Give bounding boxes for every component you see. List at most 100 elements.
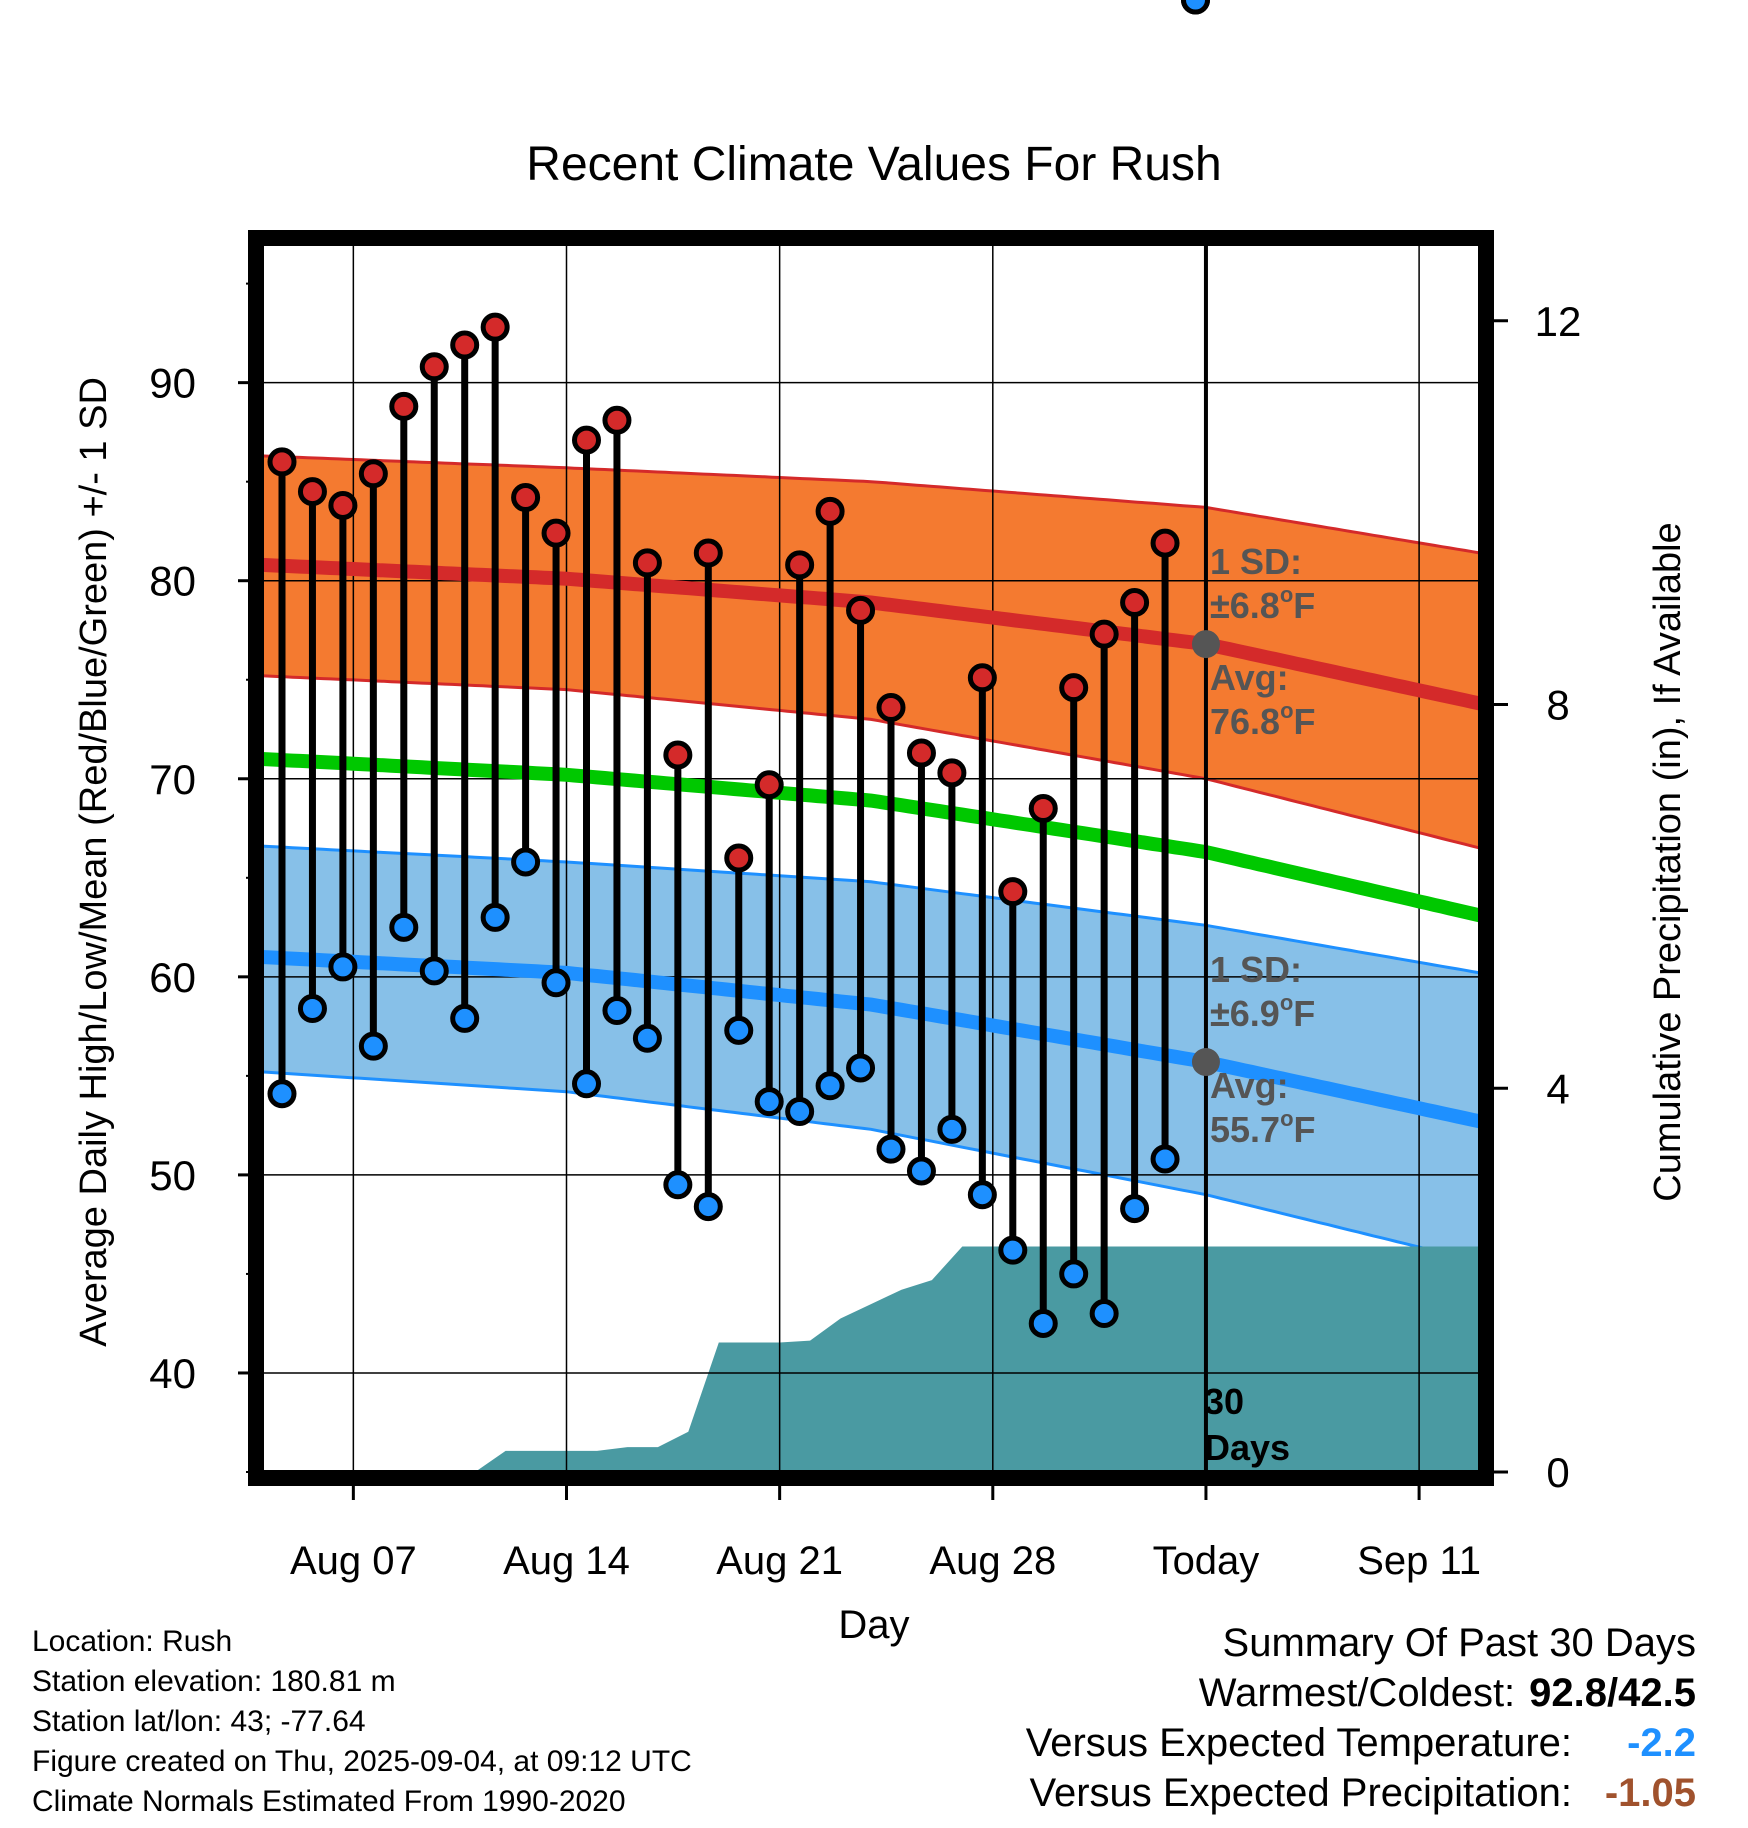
low-point bbox=[511, 847, 541, 877]
normals-text: Climate Normals Estimated From 1990-2020 bbox=[32, 1785, 626, 1818]
high-point bbox=[541, 518, 571, 548]
x-tick-label: Sep 11 bbox=[1357, 1539, 1481, 1583]
y-axis-label: Average Daily High/Low/Mean (Red/Blue/Gr… bbox=[73, 377, 115, 1347]
high-point bbox=[602, 405, 632, 435]
high-point bbox=[754, 770, 784, 800]
x-tick-label: Aug 07 bbox=[290, 1539, 417, 1583]
low-point bbox=[1059, 1259, 1089, 1289]
high-point bbox=[724, 843, 754, 873]
low-point bbox=[602, 996, 632, 1026]
x-tick-label: Aug 14 bbox=[503, 1539, 630, 1583]
low-point bbox=[1120, 1194, 1150, 1224]
high-point bbox=[693, 538, 723, 568]
low-point bbox=[419, 956, 449, 986]
y-tick-label: 50 bbox=[149, 1152, 196, 1199]
x-tick-label: Aug 21 bbox=[716, 1539, 843, 1583]
low-avg-label: Avg: bbox=[1210, 1065, 1289, 1106]
low-point bbox=[632, 1023, 662, 1053]
low-point bbox=[480, 902, 510, 932]
y2-axis-label: Cumulative Precipitation (in), If Availa… bbox=[1647, 522, 1689, 1201]
elevation-text: Station elevation: 180.81 m bbox=[32, 1665, 396, 1698]
warmest-label: Warmest/Coldest: bbox=[1198, 1671, 1516, 1715]
chart-title: Recent Climate Values For Rush bbox=[526, 138, 1221, 191]
high-point bbox=[328, 490, 358, 520]
high-avg-value: 76.8oF bbox=[1210, 698, 1316, 742]
summary-title: Summary Of Past 30 Days bbox=[1222, 1621, 1696, 1665]
low-annotation: 1 SD: ±6.9oF Avg: 55.7oF bbox=[1210, 949, 1316, 1150]
high-avg-marker bbox=[1191, 630, 1220, 659]
y-tick-label: 70 bbox=[149, 756, 196, 803]
high-point bbox=[815, 496, 845, 526]
low-point bbox=[846, 1053, 876, 1083]
temp-label: Versus Expected Temperature: bbox=[1025, 1721, 1572, 1765]
y-tick-label: 40 bbox=[149, 1350, 196, 1397]
low-point bbox=[328, 952, 358, 982]
low-point bbox=[1028, 1308, 1058, 1338]
low-avg-value: 55.7oF bbox=[1210, 1106, 1316, 1150]
created-text: Figure created on Thu, 2025-09-04, at 09… bbox=[32, 1745, 692, 1778]
precip-days-word: Days bbox=[1204, 1427, 1290, 1468]
warmest-value: 92.8/42.5 bbox=[1529, 1671, 1696, 1715]
low-point bbox=[906, 1156, 936, 1186]
high-point bbox=[389, 391, 419, 421]
high-sd-value: ±6.8oF bbox=[1210, 582, 1315, 626]
temp-value: -2.2 bbox=[1627, 1721, 1696, 1765]
y2-tick-label: 8 bbox=[1546, 682, 1569, 729]
high-point bbox=[1028, 793, 1058, 823]
y2-tick-label: 0 bbox=[1546, 1449, 1569, 1496]
high-point bbox=[1089, 619, 1119, 649]
axes: 40 50 60 70 80 90 0 4 8 12 Aug 07 Aug 14 Aug 21 Aug 2… bbox=[149, 282, 1582, 1583]
high-sd-band-fill bbox=[262, 455, 1480, 849]
summary-precip-row: Versus Expected Precipitation: -1.05 bbox=[1026, 1768, 1696, 1818]
precip-area bbox=[262, 1246, 1480, 1472]
high-sd-label: 1 SD: bbox=[1210, 541, 1302, 582]
low-point bbox=[754, 1087, 784, 1117]
low-sd-value: ±6.9oF bbox=[1210, 990, 1315, 1034]
observations bbox=[267, 0, 1210, 1338]
precip-value: -1.05 bbox=[1604, 1771, 1696, 1815]
summary-temp-row: Versus Expected Temperature: -2.2 bbox=[1026, 1718, 1696, 1768]
y2-tick-label: 4 bbox=[1546, 1065, 1569, 1112]
low-avg-marker bbox=[1191, 1048, 1220, 1077]
high-point bbox=[1120, 587, 1150, 617]
high-annotation: 1 SD: ±6.8oF Avg: 76.8oF bbox=[1210, 541, 1316, 742]
plot-frame bbox=[248, 230, 1494, 1486]
y-tick-label: 80 bbox=[149, 558, 196, 605]
high-point bbox=[1059, 673, 1089, 703]
low-point bbox=[663, 1170, 693, 1200]
latlon-text: Station lat/lon: 43; -77.64 bbox=[32, 1705, 366, 1738]
low-point bbox=[937, 1114, 967, 1144]
y-tick-label: 60 bbox=[149, 954, 196, 1001]
precip-area-group bbox=[262, 1246, 1480, 1472]
x-axis-label: Day bbox=[838, 1603, 909, 1647]
low-point bbox=[541, 968, 571, 998]
summary-panel: Summary Of Past 30 Days Warmest/Coldest:… bbox=[1026, 1618, 1696, 1818]
high-point bbox=[572, 425, 601, 455]
high-point bbox=[267, 447, 297, 477]
low-point bbox=[297, 994, 327, 1024]
high-point bbox=[297, 477, 327, 507]
low-point bbox=[450, 1003, 480, 1033]
low-sd-band-fill bbox=[262, 846, 1480, 1263]
y-tick-label: 90 bbox=[149, 360, 196, 407]
low-point bbox=[815, 1071, 845, 1101]
low-point bbox=[572, 1069, 601, 1099]
precip-days-number: 30 bbox=[1204, 1381, 1244, 1422]
high-point bbox=[906, 738, 936, 768]
low-point bbox=[389, 912, 419, 942]
low-point bbox=[1150, 1144, 1180, 1174]
low-point bbox=[876, 1134, 906, 1164]
high-point bbox=[967, 663, 997, 693]
high-point bbox=[450, 330, 480, 360]
low-sd-label: 1 SD: bbox=[1210, 949, 1302, 990]
low-point bbox=[267, 1079, 297, 1109]
high-avg-label: Avg: bbox=[1210, 657, 1289, 698]
y2-tick-label: 12 bbox=[1535, 298, 1582, 345]
precip-days-annotation: 30 Days bbox=[1204, 1381, 1290, 1468]
low-point bbox=[998, 1235, 1028, 1265]
high-point bbox=[937, 758, 967, 788]
low-sd-band-lower-edge bbox=[261, 1070, 1481, 1264]
low-point bbox=[1089, 1299, 1119, 1329]
high-point bbox=[663, 740, 693, 770]
high-point bbox=[785, 550, 815, 580]
